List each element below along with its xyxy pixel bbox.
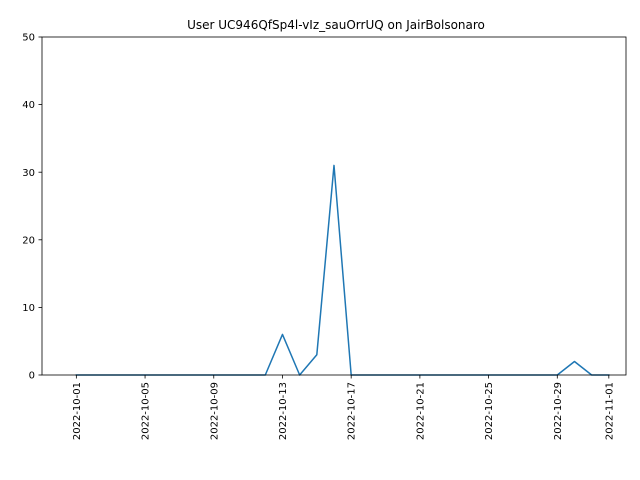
x-tick-label: 2022-10-21: [415, 382, 426, 440]
x-tick-label: 2022-10-25: [484, 382, 495, 440]
axes-layer: 0 10 20 30 40 50 2022-10-01 2022-10-05 2022-10-0…: [22, 33, 627, 440]
y-tick-label: 20: [22, 235, 35, 246]
chart-title: User UC946QfSp4l-vIz_sauOrrUQ on JairBol…: [187, 18, 485, 32]
y-tick-label: 0: [29, 371, 35, 382]
y-tick-label: 40: [22, 100, 35, 111]
plot-frame: [41, 36, 627, 376]
y-tick-label: 10: [22, 303, 35, 314]
x-tick-label: 2022-10-17: [347, 382, 358, 440]
x-tick-label: 2022-10-29: [553, 382, 564, 440]
x-tick-label: 2022-10-05: [141, 382, 152, 440]
y-tick-label: 30: [22, 168, 35, 179]
y-tick-label: 50: [22, 33, 35, 44]
x-tick-label: 2022-10-09: [209, 382, 220, 440]
x-tick-label: 2022-10-01: [72, 382, 83, 440]
x-tick-label: 2022-10-13: [278, 382, 289, 440]
x-tick-label: 2022-11-01: [604, 382, 615, 440]
